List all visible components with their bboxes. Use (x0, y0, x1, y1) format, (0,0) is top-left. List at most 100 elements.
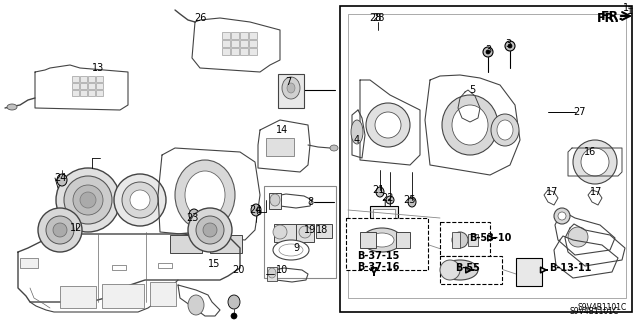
Text: 12: 12 (70, 223, 82, 233)
Text: 11: 11 (382, 199, 394, 209)
Bar (373, 209, 395, 219)
Ellipse shape (366, 103, 410, 147)
Text: B-13-11: B-13-11 (549, 263, 591, 273)
Ellipse shape (73, 185, 103, 215)
Bar (370, 206, 398, 222)
Ellipse shape (189, 209, 199, 221)
Text: 9: 9 (293, 243, 299, 253)
Bar (222, 32, 230, 39)
Bar (249, 32, 257, 39)
Bar (72, 90, 79, 96)
Ellipse shape (228, 295, 240, 309)
Bar (316, 224, 332, 238)
Bar (249, 48, 257, 55)
Text: 8: 8 (307, 197, 313, 207)
Ellipse shape (573, 140, 617, 184)
Bar (452, 232, 460, 248)
Text: 19: 19 (304, 225, 316, 235)
Ellipse shape (497, 120, 513, 140)
Bar (440, 222, 490, 256)
Ellipse shape (442, 95, 498, 155)
Text: 3: 3 (505, 39, 511, 49)
Ellipse shape (57, 174, 67, 186)
Text: FR.: FR. (596, 12, 620, 25)
Bar (348, 14, 626, 298)
Text: 7: 7 (285, 77, 291, 87)
Bar (222, 40, 230, 47)
Ellipse shape (440, 260, 460, 280)
Bar (72, 76, 79, 82)
Bar (80, 90, 87, 96)
Bar (231, 32, 239, 39)
Text: S9V4B1101C: S9V4B1101C (570, 308, 619, 316)
Text: 17: 17 (590, 187, 602, 197)
Text: 23: 23 (186, 213, 198, 223)
Ellipse shape (375, 112, 401, 138)
Bar (468, 234, 478, 246)
Ellipse shape (299, 226, 311, 238)
Ellipse shape (351, 120, 363, 144)
Text: 14: 14 (276, 125, 288, 135)
Bar (88, 90, 95, 96)
Ellipse shape (508, 44, 512, 48)
Text: 5: 5 (469, 85, 475, 95)
Ellipse shape (483, 47, 493, 57)
Ellipse shape (282, 77, 300, 99)
Bar (158, 263, 172, 268)
Bar (20, 258, 38, 268)
Ellipse shape (130, 190, 150, 210)
Bar (240, 40, 248, 47)
Bar (340, 6, 632, 312)
Ellipse shape (568, 227, 588, 247)
Ellipse shape (114, 174, 166, 226)
Bar (231, 48, 239, 55)
Text: 13: 13 (92, 63, 104, 73)
Bar (150, 282, 176, 306)
Text: 1: 1 (623, 3, 629, 13)
Bar (112, 265, 126, 270)
Text: 21: 21 (372, 185, 384, 195)
Text: 28: 28 (369, 13, 381, 23)
Text: 1: 1 (627, 6, 633, 16)
Text: 10: 10 (276, 265, 288, 275)
Bar (102, 284, 144, 308)
Text: 24: 24 (54, 173, 66, 183)
Ellipse shape (386, 196, 394, 204)
Ellipse shape (38, 208, 82, 252)
Bar (170, 235, 202, 253)
Ellipse shape (408, 197, 416, 207)
Text: B-53-10: B-53-10 (469, 233, 511, 243)
Ellipse shape (203, 223, 217, 237)
Ellipse shape (330, 145, 338, 151)
Ellipse shape (554, 208, 570, 224)
Bar (278, 74, 304, 108)
Bar (266, 138, 294, 156)
Bar (516, 258, 542, 286)
Bar (240, 32, 248, 39)
Bar (80, 83, 87, 89)
Bar (222, 48, 230, 55)
Ellipse shape (268, 268, 276, 278)
Text: 25: 25 (404, 195, 416, 205)
Text: 28: 28 (372, 13, 384, 23)
Ellipse shape (251, 204, 261, 216)
Ellipse shape (122, 182, 158, 218)
Text: 27: 27 (573, 107, 586, 117)
Ellipse shape (46, 216, 74, 244)
Bar (72, 83, 79, 89)
Ellipse shape (175, 160, 235, 230)
Ellipse shape (491, 114, 519, 146)
Text: B-55: B-55 (456, 263, 481, 273)
Text: 20: 20 (232, 265, 244, 275)
Ellipse shape (362, 228, 402, 252)
Text: 24: 24 (249, 205, 261, 215)
Bar (96, 90, 103, 96)
Bar (249, 40, 257, 47)
Ellipse shape (452, 232, 468, 248)
Text: 16: 16 (584, 147, 596, 157)
Text: 4: 4 (354, 135, 360, 145)
Text: 26: 26 (194, 13, 206, 23)
Ellipse shape (370, 233, 394, 247)
Ellipse shape (452, 105, 488, 145)
Ellipse shape (56, 168, 120, 232)
